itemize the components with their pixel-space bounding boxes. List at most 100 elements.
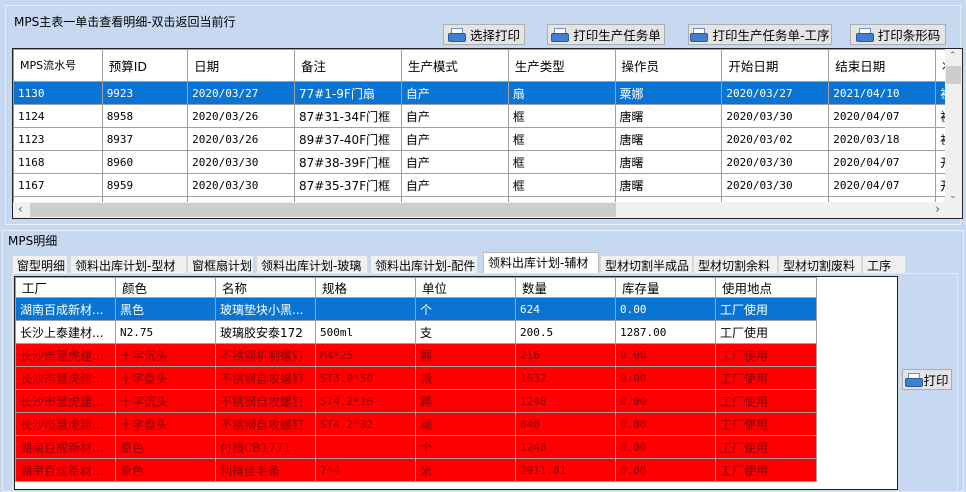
column-header[interactable]: 生产模式 bbox=[400, 49, 509, 82]
table-cell: 0.00 bbox=[615, 412, 716, 436]
column-header[interactable]: 日期 bbox=[187, 49, 295, 82]
tab-7[interactable]: 型材切割半成品 bbox=[600, 255, 693, 273]
tab-1[interactable]: 窗型明细 bbox=[12, 255, 68, 273]
horizontal-scrollbar[interactable]: ‹ › bbox=[13, 202, 962, 218]
print-task-process-button[interactable]: 打印生产任务单-工序 bbox=[688, 24, 832, 45]
master-grid[interactable]: MPS流水号预算ID日期备注生产模式生产类型操作员开始日期结束日期状态11309… bbox=[12, 48, 963, 219]
table-cell: 原色 bbox=[115, 458, 216, 482]
table-cell: 工厂使用 bbox=[715, 435, 817, 459]
table-cell: 工厂使用 bbox=[715, 366, 817, 390]
table-row[interactable]: 长沙市慧虎建... 十字沉头 不锈钢机制螺钉 M4*25 颗 216 0.00 工厂使用 bbox=[15, 343, 817, 367]
table-cell: 十字盘头 bbox=[115, 412, 216, 436]
table-cell: 自产 bbox=[400, 173, 509, 197]
scroll-down-arrow[interactable]: ⌄ bbox=[949, 191, 957, 201]
table-cell bbox=[315, 435, 416, 459]
column-header[interactable]: 库存量 bbox=[615, 277, 716, 298]
table-cell: 个 bbox=[415, 435, 516, 459]
button-label: 选择打印 bbox=[469, 28, 520, 43]
table-row[interactable]: 1124 8958 2020/03/26 87#31-34F门框 自产框唐曙 2020/0… bbox=[13, 104, 962, 128]
tab-3[interactable]: 窗框扇计划 bbox=[187, 255, 254, 273]
table-row[interactable]: 1130 9923 2020/03/27 77#1-9F门扇 自产扇粟娜 2020/03/… bbox=[13, 81, 962, 105]
table-cell: 8937 bbox=[101, 127, 189, 151]
table-cell: 颗 bbox=[415, 366, 516, 390]
table-cell: 不锈钢机制螺钉 bbox=[215, 343, 316, 367]
table-cell: 唐曙 bbox=[614, 104, 723, 128]
table-row[interactable]: 长沙市慧虎建... 十字盘头 不锈钢自攻螺钉 ST3.9*50 颗 1632 0.00 工厂使… bbox=[15, 366, 817, 390]
column-header[interactable]: 生产类型 bbox=[507, 49, 616, 82]
printer-icon bbox=[905, 373, 924, 387]
table-cell: 自产 bbox=[400, 104, 509, 128]
scroll-right-arrow[interactable]: › bbox=[935, 202, 940, 216]
scroll-left-arrow[interactable]: ‹ bbox=[18, 202, 23, 216]
column-header[interactable]: MPS流水号 bbox=[13, 49, 103, 82]
tab-9[interactable]: 型材切割废料 bbox=[778, 255, 862, 273]
tab-5[interactable]: 领料出库计划-配件 bbox=[370, 255, 478, 273]
print-task-button[interactable]: 打印生产任务单 bbox=[547, 24, 665, 45]
table-row[interactable]: 湖南百成新材... 原色 利得佳毛条 7*4 米 2911.81 0.00 工厂使用 bbox=[15, 458, 817, 482]
table-cell: 2021/04/10 bbox=[828, 81, 937, 105]
button-label: 打印 bbox=[923, 373, 949, 388]
column-header[interactable]: 结束日期 bbox=[828, 49, 937, 82]
column-header[interactable]: 单位 bbox=[415, 277, 516, 298]
table-cell: 十字沉头 bbox=[115, 343, 216, 367]
table-cell: 1167 bbox=[13, 173, 103, 197]
table-cell: 0.00 bbox=[615, 297, 716, 321]
table-cell: 十字盘头 bbox=[115, 366, 216, 390]
table-cell: 2020/03/30 bbox=[187, 150, 295, 174]
tab-8[interactable]: 型材切割余料 bbox=[693, 255, 778, 273]
vertical-scrollbar[interactable]: ⌃ ⌄ bbox=[945, 49, 962, 203]
printer-icon bbox=[447, 28, 466, 42]
tab-4[interactable]: 领料出库计划-玻璃 bbox=[256, 255, 368, 273]
table-row[interactable]: 1168 8960 2020/03/30 87#38-39F门框 自产框唐曙 2020/0… bbox=[13, 150, 962, 174]
table-cell: 87#35-37F门框 bbox=[294, 173, 402, 197]
table-cell: 9923 bbox=[101, 81, 189, 105]
table-cell: 工厂使用 bbox=[715, 343, 817, 367]
table-row[interactable]: 1123 8937 2020/03/26 89#37-40F门框 自产框唐曙 2020/0… bbox=[13, 127, 962, 151]
table-cell: 工厂使用 bbox=[715, 389, 817, 413]
detail-print-button[interactable]: 打印 bbox=[902, 369, 952, 390]
table-cell: 87#31-34F门框 bbox=[294, 104, 402, 128]
table-cell: 粟娜 bbox=[614, 81, 723, 105]
table-cell: 1130 bbox=[13, 81, 103, 105]
table-cell: 8960 bbox=[101, 150, 189, 174]
table-row[interactable]: 湖南百成新材... 黑色 玻璃垫块小黑... 个 624 0.00 工厂使用 bbox=[15, 297, 817, 321]
column-header[interactable]: 数量 bbox=[515, 277, 616, 298]
detail-grid[interactable]: 工厂 颜色 名称 规格 单位 数量 库存量 使用地点 湖南百成新材... 黑色 玻璃垫块小黑... 个… bbox=[14, 276, 898, 490]
table-row[interactable]: 长沙市慧虎建... 十字盘头 不锈钢自攻螺钉 ST4.2*32 颗 840 0.00 工厂使用 bbox=[15, 412, 817, 436]
column-header[interactable]: 工厂 bbox=[15, 277, 116, 298]
column-header[interactable]: 开始日期 bbox=[721, 49, 830, 82]
print-barcode-button[interactable]: 打印条形码 bbox=[850, 24, 946, 45]
column-header[interactable]: 名称 bbox=[215, 277, 316, 298]
column-header[interactable]: 规格 bbox=[315, 277, 416, 298]
table-cell: 1124 bbox=[13, 104, 103, 128]
table-cell: 框 bbox=[507, 104, 616, 128]
scroll-thumb[interactable] bbox=[946, 66, 961, 84]
table-cell: 0.00 bbox=[615, 389, 716, 413]
table-row[interactable]: 长沙市慧虎建... 十字沉头 不锈钢自攻螺钉 ST4.2*16 颗 1248 0.00 工厂使… bbox=[15, 389, 817, 413]
column-header[interactable]: 备注 bbox=[294, 49, 402, 82]
table-cell: 2020/03/30 bbox=[721, 173, 830, 197]
table-row[interactable]: 长沙上泰建材... N2.75 玻璃胶安泰172 500ml 支 200.5 1287.00… bbox=[15, 320, 817, 344]
table-cell: 湖南百成新材... bbox=[15, 297, 116, 321]
table-row[interactable]: 1167 8959 2020/03/30 87#35-37F门框 自产框唐曙 2020/0… bbox=[13, 173, 962, 197]
table-cell: 工厂使用 bbox=[715, 320, 817, 344]
column-header[interactable]: 颜色 bbox=[115, 277, 216, 298]
table-cell: 颗 bbox=[415, 389, 516, 413]
table-cell: 框 bbox=[507, 173, 616, 197]
table-row[interactable]: 湖南百成新材... 原色 付档CB1771 个 1248 0.00 工厂使用 bbox=[15, 435, 817, 459]
tab-2[interactable]: 领料出库计划-型材 bbox=[70, 255, 187, 273]
tab-10[interactable]: 工序 bbox=[862, 255, 906, 273]
tab-6[interactable]: 领料出库计划-辅材 bbox=[483, 252, 599, 274]
column-header[interactable]: 操作员 bbox=[614, 49, 723, 82]
column-header[interactable]: 预算ID bbox=[101, 49, 189, 82]
select-print-button[interactable]: 选择打印 bbox=[443, 24, 525, 45]
scroll-h-thumb[interactable] bbox=[30, 203, 616, 217]
table-cell: 1632 bbox=[515, 366, 616, 390]
table-cell: 2911.81 bbox=[515, 458, 616, 482]
table-cell: 长沙市慧虎建... bbox=[15, 412, 116, 436]
table-cell: 框 bbox=[507, 150, 616, 174]
table-cell: 7*4 bbox=[315, 458, 416, 482]
column-header[interactable]: 使用地点 bbox=[715, 277, 817, 298]
scroll-up-arrow[interactable]: ⌃ bbox=[949, 51, 957, 61]
table-cell: 2020/04/07 bbox=[828, 150, 937, 174]
